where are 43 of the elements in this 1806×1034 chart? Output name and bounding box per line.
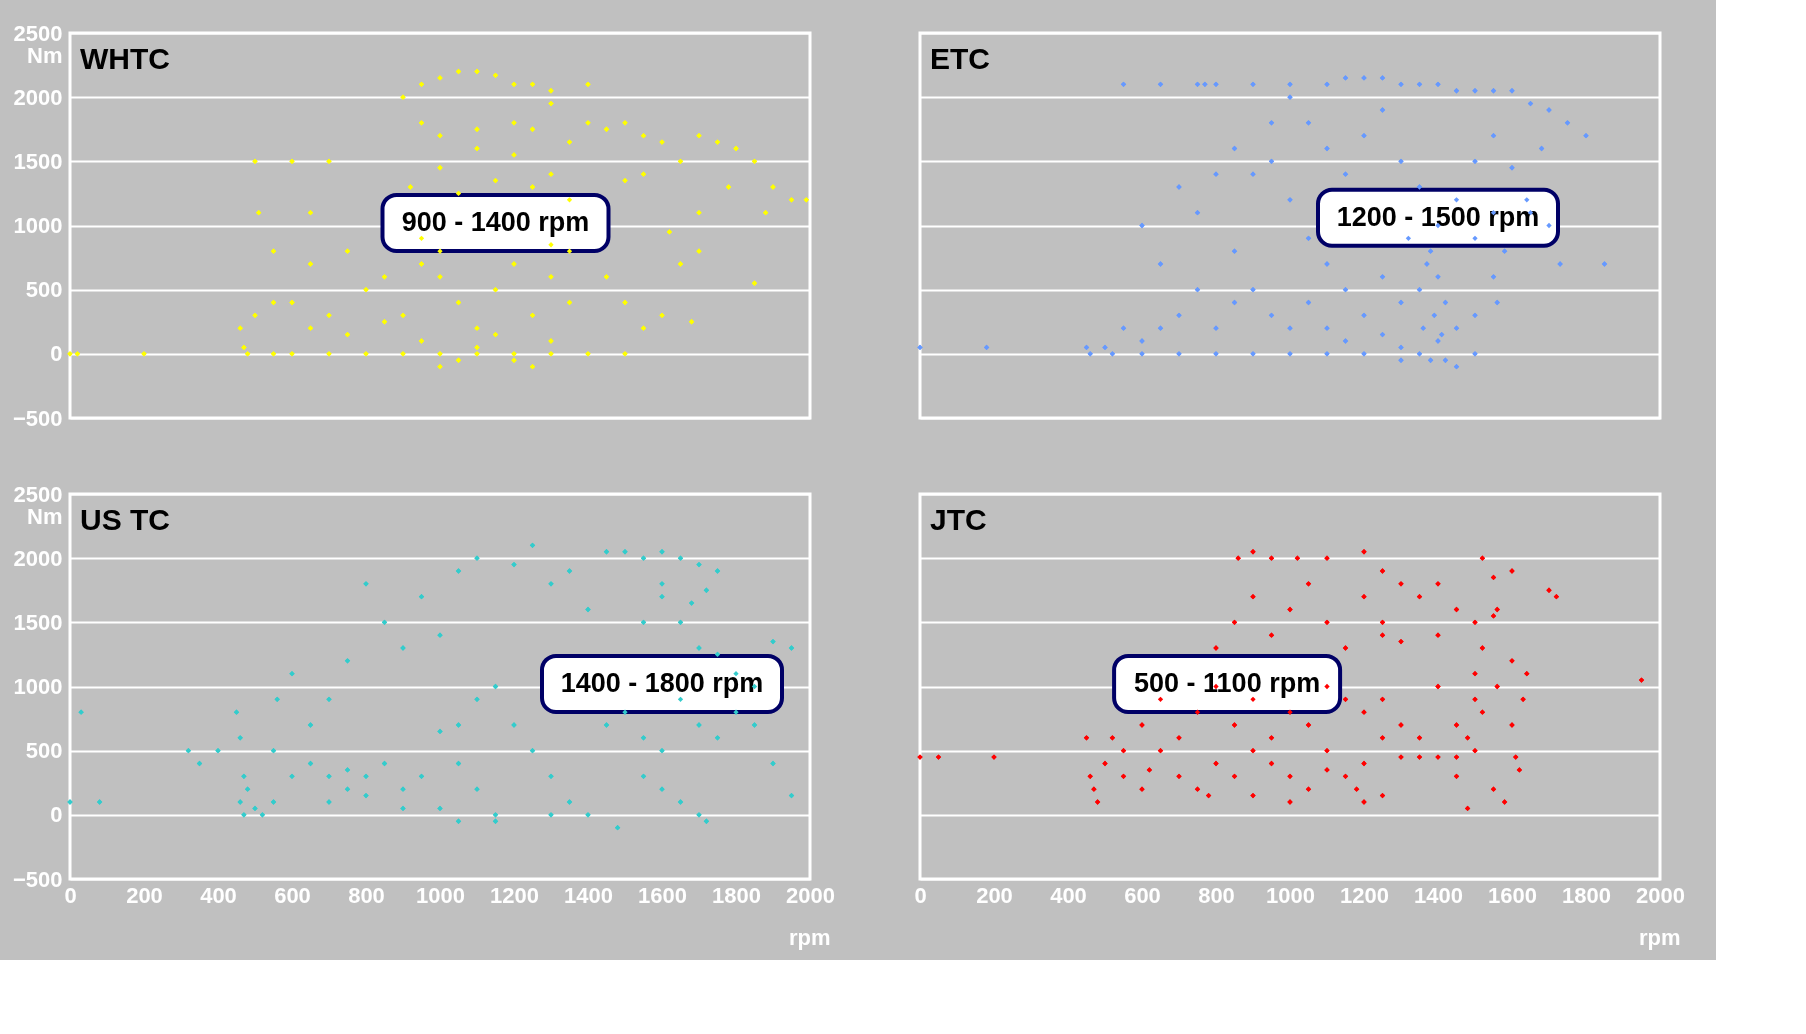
x-tick-label: 800 xyxy=(348,882,385,908)
y-tick-label: 1000 xyxy=(13,213,63,238)
x-tick-label: 2000 xyxy=(786,882,835,908)
y-tick-label: 500 xyxy=(25,277,63,303)
x-tick-label: 1400 xyxy=(564,882,613,908)
y-tick-label: 2000 xyxy=(13,545,63,571)
y-tick-label: −500 xyxy=(12,405,63,431)
x-tick-label: 1200 xyxy=(490,882,539,908)
x-tick-label: 600 xyxy=(1124,882,1161,908)
x-tick-label: 2000 xyxy=(1636,882,1685,908)
y-tick-label: 1500 xyxy=(13,609,63,635)
x-tick-label: 1800 xyxy=(1562,882,1611,908)
y-tick-label: 1500 xyxy=(13,148,63,174)
x-tick-label: 200 xyxy=(976,882,1013,908)
annotation: 900 - 1400 rpm xyxy=(401,206,590,237)
y-tick-label: 1000 xyxy=(13,674,63,699)
x-tick-label: 1800 xyxy=(712,882,761,908)
annotation: 1400 - 1800 rpm xyxy=(560,667,764,698)
annotation: 500 - 1100 rpm xyxy=(1134,667,1321,698)
chart-title: ETC xyxy=(930,42,990,75)
x-axis-title: rpm xyxy=(1638,924,1681,950)
x-axis-title: rpm xyxy=(788,924,831,950)
x-tick-label: 1200 xyxy=(1340,882,1389,908)
y-tick-label: 2000 xyxy=(13,84,63,110)
x-tick-label: 400 xyxy=(1050,882,1087,908)
y-tick-label: −500 xyxy=(12,866,63,892)
x-tick-label: 1000 xyxy=(416,882,465,908)
x-tick-label: 800 xyxy=(1198,882,1235,908)
y-tick-label: 0 xyxy=(50,802,63,828)
x-tick-label: 1400 xyxy=(1414,882,1463,908)
annotation: 1200 - 1500 rpm xyxy=(1336,201,1540,232)
x-tick-label: 600 xyxy=(274,882,311,908)
chart-title: JTC xyxy=(930,503,987,536)
x-tick-label: 400 xyxy=(200,882,237,908)
y-tick-label: 0 xyxy=(50,341,63,367)
y-tick-label: 500 xyxy=(25,738,63,764)
x-tick-label: 1600 xyxy=(638,882,687,908)
chart-title: US TC xyxy=(80,503,170,536)
x-tick-label: 1000 xyxy=(1266,882,1315,908)
x-tick-label: 0 xyxy=(914,882,927,908)
x-tick-label: 200 xyxy=(126,882,163,908)
x-tick-label: 1600 xyxy=(1488,882,1537,908)
chart-title: WHTC xyxy=(80,42,170,75)
